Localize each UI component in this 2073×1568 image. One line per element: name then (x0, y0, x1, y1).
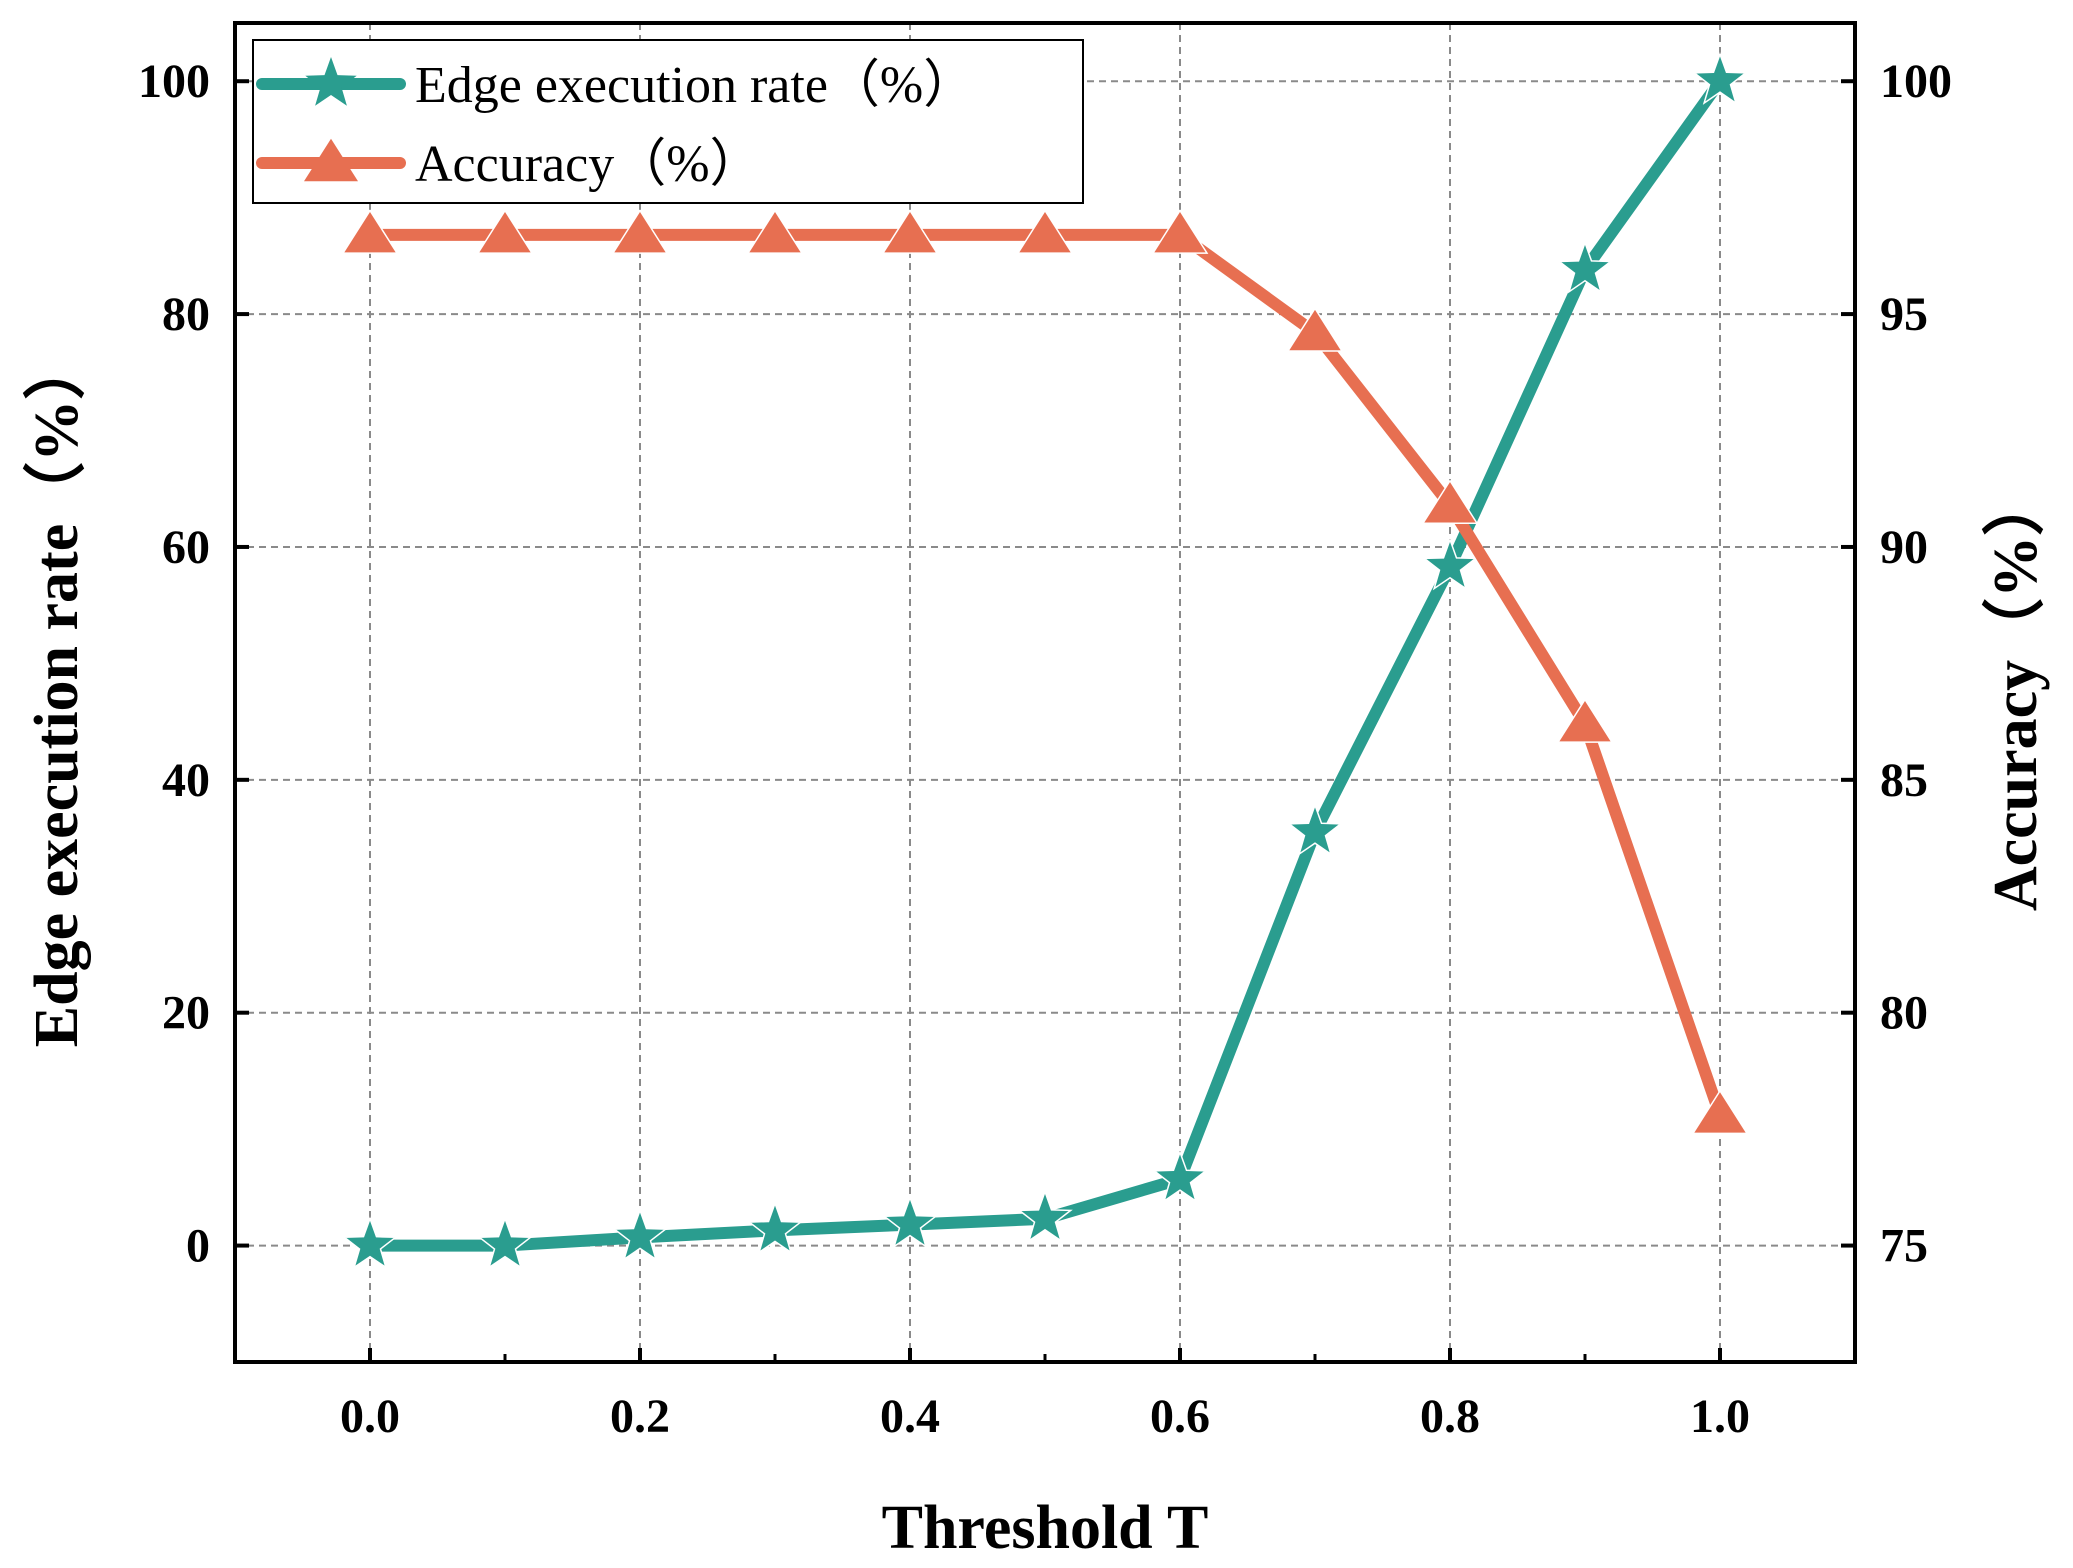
left-y-tick-label: 0 (186, 1220, 210, 1273)
data-point-star (612, 1208, 668, 1262)
data-point-star (1557, 240, 1613, 294)
right-y-tick-label: 75 (1880, 1220, 1928, 1273)
right-y-tick-label: 90 (1880, 521, 1928, 574)
x-tick-label: 0.6 (1150, 1390, 1210, 1443)
left-y-tick-label: 40 (162, 754, 210, 807)
left-y-tick-label: 100 (138, 55, 210, 108)
data-point-triangle (476, 209, 534, 254)
right-y-tick-label: 95 (1880, 288, 1928, 341)
data-point-triangle (1286, 307, 1344, 352)
data-point-star (1152, 1149, 1208, 1203)
series-layer (341, 51, 1749, 1270)
data-point-star (342, 1216, 398, 1270)
x-axis-title: Threshold T (882, 1494, 1209, 1562)
right-y-tick-label: 80 (1880, 987, 1928, 1040)
x-tick-label: 0.8 (1420, 1390, 1480, 1443)
x-tick-label: 0.4 (880, 1390, 940, 1443)
data-point-star (477, 1216, 533, 1270)
right-y-axis-title: Accuracy（%） (1980, 474, 2050, 911)
data-point-star (1422, 537, 1478, 591)
x-tick-label: 0.0 (340, 1390, 400, 1443)
data-point-star (747, 1201, 803, 1255)
legend-label: Edge execution rate（%） (415, 57, 975, 114)
data-point-triangle (881, 209, 939, 254)
left-y-tick-label: 60 (162, 521, 210, 574)
ticks-layer: 0.0 0.2 0.4 0.6 0.8 1.0 0 20 40 60 80 100 75 80 85 90 95… (138, 55, 1952, 1443)
data-point-star (882, 1195, 938, 1249)
data-point-triangle (1016, 209, 1074, 254)
legend-box (252, 39, 1084, 204)
x-tick-label: 0.2 (610, 1390, 670, 1443)
data-point-triangle (746, 209, 804, 254)
data-point-triangle (611, 209, 669, 254)
left-y-tick-label: 80 (162, 288, 210, 341)
legend-label: Accuracy（%） (415, 136, 762, 193)
data-point-triangle (1421, 479, 1479, 525)
data-point-triangle (1691, 1089, 1749, 1135)
legend-triangle-marker (304, 138, 358, 182)
data-point-triangle (1556, 698, 1614, 743)
legend: Edge execution rate（%） Accuracy（%） (252, 39, 1084, 204)
right-y-tick-label: 100 (1880, 55, 1952, 108)
right-y-tick-label: 85 (1880, 754, 1928, 807)
data-point-star (1017, 1189, 1073, 1243)
x-tick-label: 1.0 (1690, 1390, 1750, 1443)
data-point-star (1287, 802, 1343, 856)
data-point-star (1692, 51, 1748, 105)
legend-entries: Edge execution rate（%） Accuracy（%） (256, 57, 975, 193)
data-point-triangle (1151, 209, 1209, 254)
left-y-tick-label: 20 (162, 987, 210, 1040)
legend-star-marker (305, 57, 357, 106)
left-y-axis-title: Edge execution rate（%） (21, 338, 91, 1047)
data-point-triangle (341, 209, 399, 254)
